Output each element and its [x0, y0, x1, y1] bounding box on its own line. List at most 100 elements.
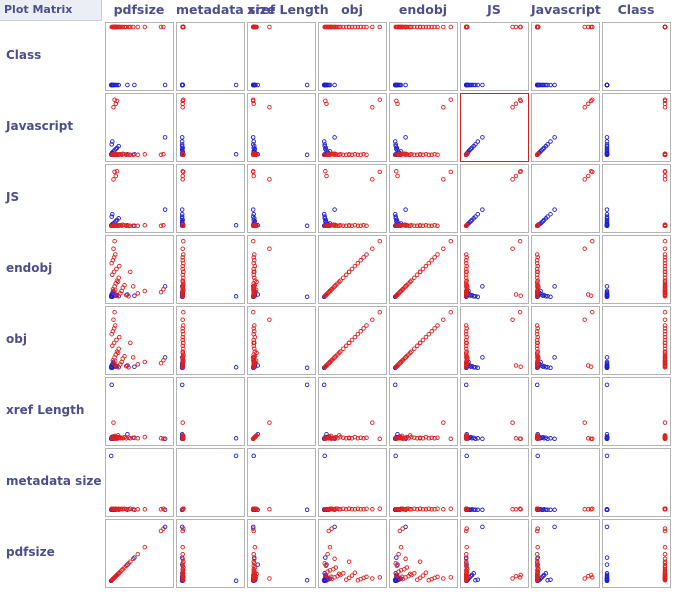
cell-obj-vs-xref-length[interactable] [247, 306, 316, 375]
cell-frame[interactable] [460, 164, 529, 233]
cell-class-vs-javascript[interactable] [531, 22, 600, 91]
cell-frame[interactable] [602, 448, 671, 517]
cell-obj-vs-class[interactable] [602, 306, 671, 375]
cell-frame[interactable] [602, 22, 671, 91]
cell-frame[interactable] [531, 448, 600, 517]
cell-metadata-size-vs-metadata-size[interactable] [176, 448, 245, 517]
cell-frame[interactable] [318, 448, 387, 517]
cell-pdfsize-vs-endobj[interactable] [389, 519, 458, 588]
cell-frame[interactable] [602, 235, 671, 304]
cell-js-vs-javascript[interactable] [531, 164, 600, 233]
cell-frame[interactable] [602, 306, 671, 375]
cell-metadata-size-vs-xref-length[interactable] [247, 448, 316, 517]
cell-class-vs-js[interactable] [460, 22, 529, 91]
cell-frame[interactable] [176, 377, 245, 446]
cell-js-vs-pdfsize[interactable] [105, 164, 174, 233]
cell-frame[interactable] [602, 93, 671, 162]
cell-frame[interactable] [460, 519, 529, 588]
cell-frame[interactable] [602, 377, 671, 446]
cell-javascript-vs-xref-length[interactable] [247, 93, 316, 162]
cell-metadata-size-vs-javascript[interactable] [531, 448, 600, 517]
cell-frame[interactable] [176, 448, 245, 517]
cell-endobj-vs-class[interactable] [602, 235, 671, 304]
cell-xref-length-vs-obj[interactable] [318, 377, 387, 446]
cell-pdfsize-vs-pdfsize[interactable] [105, 519, 174, 588]
cell-obj-vs-endobj[interactable] [389, 306, 458, 375]
cell-frame[interactable] [318, 306, 387, 375]
cell-frame[interactable] [460, 22, 529, 91]
cell-javascript-vs-js[interactable] [460, 93, 529, 162]
cell-frame[interactable] [531, 377, 600, 446]
cell-js-vs-endobj[interactable] [389, 164, 458, 233]
cell-javascript-vs-endobj[interactable] [389, 93, 458, 162]
cell-pdfsize-vs-metadata-size[interactable] [176, 519, 245, 588]
cell-pdfsize-vs-xref-length[interactable] [247, 519, 316, 588]
cell-js-vs-metadata-size[interactable] [176, 164, 245, 233]
cell-endobj-vs-javascript[interactable] [531, 235, 600, 304]
cell-frame[interactable] [389, 306, 458, 375]
cell-class-vs-class[interactable] [602, 22, 671, 91]
cell-frame[interactable] [318, 519, 387, 588]
cell-frame[interactable] [247, 22, 316, 91]
cell-frame[interactable] [247, 164, 316, 233]
cell-frame[interactable] [460, 448, 529, 517]
cell-frame[interactable] [247, 235, 316, 304]
cell-endobj-vs-pdfsize[interactable] [105, 235, 174, 304]
cell-frame[interactable] [176, 164, 245, 233]
cell-metadata-size-vs-endobj[interactable] [389, 448, 458, 517]
cell-class-vs-endobj[interactable] [389, 22, 458, 91]
cell-frame[interactable] [247, 93, 316, 162]
cell-xref-length-vs-javascript[interactable] [531, 377, 600, 446]
cell-pdfsize-vs-javascript[interactable] [531, 519, 600, 588]
cell-frame[interactable] [602, 164, 671, 233]
cell-metadata-size-vs-pdfsize[interactable] [105, 448, 174, 517]
cell-js-vs-class[interactable] [602, 164, 671, 233]
cell-frame[interactable] [531, 22, 600, 91]
cell-js-vs-xref-length[interactable] [247, 164, 316, 233]
cell-xref-length-vs-endobj[interactable] [389, 377, 458, 446]
cell-frame[interactable] [247, 306, 316, 375]
cell-frame[interactable] [105, 448, 174, 517]
cell-javascript-vs-pdfsize[interactable] [105, 93, 174, 162]
cell-class-vs-obj[interactable] [318, 22, 387, 91]
cell-javascript-vs-obj[interactable] [318, 93, 387, 162]
cell-frame[interactable] [247, 519, 316, 588]
cell-pdfsize-vs-class[interactable] [602, 519, 671, 588]
cell-obj-vs-javascript[interactable] [531, 306, 600, 375]
cell-frame[interactable] [176, 235, 245, 304]
cell-metadata-size-vs-obj[interactable] [318, 448, 387, 517]
cell-frame[interactable] [531, 235, 600, 304]
cell-metadata-size-vs-class[interactable] [602, 448, 671, 517]
cell-frame[interactable] [531, 93, 600, 162]
cell-frame[interactable] [318, 93, 387, 162]
cell-class-vs-metadata-size[interactable] [176, 22, 245, 91]
cell-frame[interactable] [318, 164, 387, 233]
cell-endobj-vs-obj[interactable] [318, 235, 387, 304]
cell-frame[interactable] [389, 164, 458, 233]
cell-js-vs-obj[interactable] [318, 164, 387, 233]
cell-obj-vs-obj[interactable] [318, 306, 387, 375]
cell-obj-vs-js[interactable] [460, 306, 529, 375]
cell-endobj-vs-xref-length[interactable] [247, 235, 316, 304]
cell-endobj-vs-metadata-size[interactable] [176, 235, 245, 304]
cell-xref-length-vs-js[interactable] [460, 377, 529, 446]
cell-javascript-vs-metadata-size[interactable] [176, 93, 245, 162]
cell-frame[interactable] [176, 93, 245, 162]
cell-frame[interactable] [105, 22, 174, 91]
cell-endobj-vs-endobj[interactable] [389, 235, 458, 304]
cell-frame[interactable] [460, 306, 529, 375]
cell-endobj-vs-js[interactable] [460, 235, 529, 304]
cell-javascript-vs-javascript[interactable] [531, 93, 600, 162]
cell-frame[interactable] [460, 377, 529, 446]
cell-frame[interactable] [602, 519, 671, 588]
cell-frame[interactable] [460, 235, 529, 304]
cell-pdfsize-vs-js[interactable] [460, 519, 529, 588]
cell-frame[interactable] [318, 22, 387, 91]
cell-javascript-vs-class[interactable] [602, 93, 671, 162]
cell-xref-length-vs-class[interactable] [602, 377, 671, 446]
cell-xref-length-vs-pdfsize[interactable] [105, 377, 174, 446]
cell-frame[interactable] [105, 164, 174, 233]
cell-class-vs-xref-length[interactable] [247, 22, 316, 91]
cell-obj-vs-pdfsize[interactable] [105, 306, 174, 375]
